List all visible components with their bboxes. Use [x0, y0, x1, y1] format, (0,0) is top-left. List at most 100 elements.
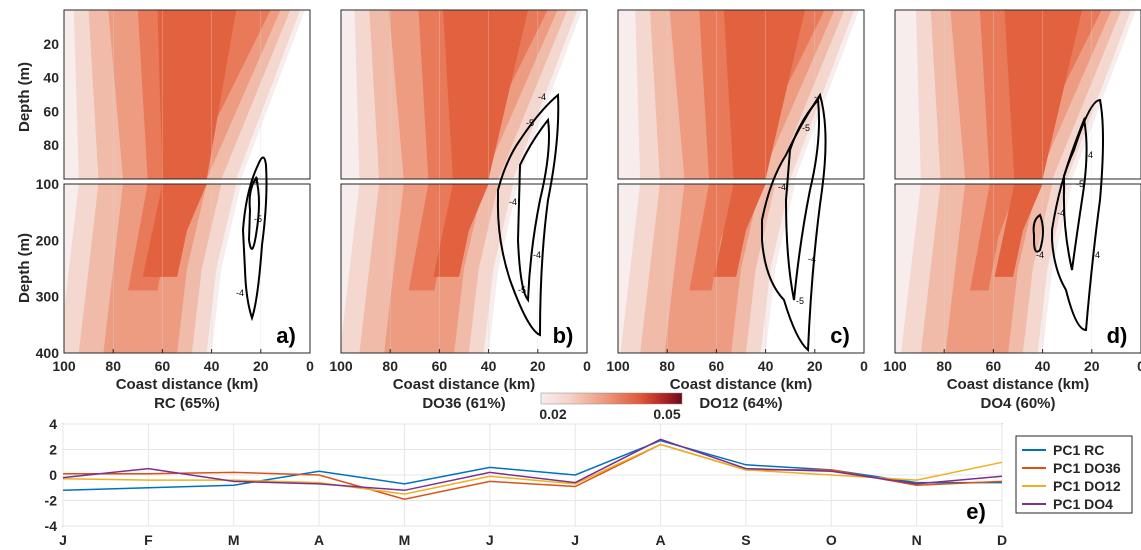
x-tick-label: 0 — [306, 358, 314, 374]
oxygen-contours: -4 -5 -4 -4 -4 — [1032, 98, 1104, 332]
legend-box — [1015, 435, 1133, 514]
shading-band — [713, 184, 766, 277]
timeseries-xtick-label: M — [228, 532, 240, 548]
section-bottom-field — [895, 184, 1141, 353]
contour-label: -4 — [533, 250, 541, 260]
section-panel-3: -4 -5 -4 -4 -5 100 80 60 40 20 0 Coast distance (km… — [606, 9, 868, 412]
legend-items: PC1 RC PC1 DO36 PC1 DO12 PC1 DO4 — [1022, 442, 1121, 512]
y-tick-label: 300 — [36, 289, 60, 305]
section-top-axes-box — [63, 9, 311, 180]
timeseries-xtick-label: O — [826, 532, 837, 548]
section-title: DO4 (60%) — [980, 395, 1055, 412]
x-tick-label: 0 — [860, 358, 868, 374]
contour-label: -4 — [538, 92, 546, 102]
x-tick-label: 100 — [606, 358, 630, 374]
contour-label: -4 — [1036, 250, 1044, 260]
contour-label: -4 — [814, 92, 822, 102]
section-top-axes-box — [617, 9, 865, 180]
section-top-field — [341, 10, 587, 179]
colorbar: 0.02 0.05 — [539, 392, 683, 422]
contour-line — [1051, 98, 1104, 332]
x-tick-label: 40 — [1035, 358, 1051, 374]
section-title: DO36 (61%) — [422, 395, 505, 412]
shading-band — [970, 184, 1018, 291]
x-tick-label: 80 — [936, 358, 952, 374]
contour-line — [241, 156, 268, 322]
y-axis-label-top: Depth (m) — [16, 62, 33, 132]
series-line-pc1-do36 — [63, 443, 1003, 500]
x-tick-label: 80 — [382, 358, 398, 374]
x-axis-label: Coast distance (km) — [947, 376, 1090, 393]
contour-label: -4 — [1092, 250, 1100, 260]
legend-label: PC1 RC — [1053, 442, 1104, 458]
contour-label: -4 — [808, 254, 816, 264]
oxygen-contours: -4 -5 -4 — [236, 156, 268, 322]
shading-band — [433, 184, 489, 277]
x-tick-label: 100 — [52, 358, 76, 374]
timeseries-panel: 4 2 0 -2 -4 J F M A M J J A S O N D e) — [45, 416, 1008, 548]
section-bottom-axes-box — [617, 183, 865, 354]
shading-band — [443, 10, 528, 179]
x-tick-label: 0 — [583, 358, 591, 374]
timeseries-xtick-label: F — [144, 532, 153, 548]
shading-band — [1004, 10, 1082, 179]
y-tick-label: 80 — [43, 137, 59, 153]
y-axis-label-bottom: Depth (m) — [16, 233, 33, 303]
x-tick-label: 20 — [1084, 358, 1100, 374]
contour-label: -4 — [251, 176, 259, 186]
series-line-pc1-do4 — [62, 438, 1003, 492]
x-tick-label: 40 — [758, 358, 774, 374]
contour-line — [761, 92, 827, 353]
timeseries-lines — [62, 438, 1003, 500]
timeseries-yticks: 4 2 0 -2 -4 — [45, 416, 58, 534]
shading-band — [142, 184, 207, 277]
section-top-field — [618, 10, 864, 179]
y-tick-label: 400 — [36, 345, 60, 361]
series-line-pc1-do12 — [62, 443, 1003, 495]
y-tick-label: 100 — [36, 176, 60, 192]
section-top-axes-box — [340, 9, 588, 180]
timeseries-xtick-label: J — [571, 532, 579, 548]
oxygen-contours: -4 -5 -4 -4 -5 — [761, 92, 827, 353]
contour-label: -5 — [1076, 179, 1084, 189]
x-tick-label: 60 — [986, 358, 1002, 374]
x-axis-label: Coast distance (km) — [670, 376, 813, 393]
timeseries-xtick-label: M — [399, 532, 411, 548]
x-axis-label: Coast distance (km) — [393, 376, 536, 393]
colorbar-gradient — [540, 392, 683, 405]
section-bottom-field — [64, 184, 310, 353]
timeseries-ytick-label: -2 — [45, 493, 58, 509]
timeseries-legend: PC1 RC PC1 DO36 PC1 DO12 PC1 DO4 — [1015, 435, 1133, 514]
timeseries-panel-label: e) — [966, 499, 986, 524]
timeseries-xtick-label: J — [59, 532, 67, 548]
legend-label: PC1 DO4 — [1053, 496, 1113, 512]
section-bottom-field — [341, 184, 587, 353]
x-tick-label: 80 — [659, 358, 675, 374]
timeseries-xtick-label: S — [741, 532, 750, 548]
x-tick-label: 60 — [432, 358, 448, 374]
section-y-axis: 20 40 60 80 100 200 300 400 Depth (m) Depth (m) — [16, 36, 59, 361]
contour-label: -4 — [509, 197, 517, 207]
timeseries-xtick-label: A — [314, 532, 324, 548]
oxygen-contours: -4 -5 -4 -4 -5 — [496, 92, 560, 337]
x-tick-label: 20 — [253, 358, 269, 374]
x-tick-label: 40 — [204, 358, 220, 374]
x-tick-label: 100 — [883, 358, 907, 374]
contour-line — [516, 117, 550, 303]
x-tick-label: 100 — [329, 358, 353, 374]
x-tick-label: 40 — [481, 358, 497, 374]
contour-line — [1032, 213, 1044, 253]
shading-band — [157, 10, 237, 179]
timeseries-ytick-label: 4 — [49, 416, 57, 432]
contour-label: -5 — [526, 118, 534, 128]
contour-line — [247, 175, 260, 250]
timeseries-xtick-label: A — [655, 532, 665, 548]
x-tick-label: 0 — [1137, 358, 1141, 374]
y-tick-label: 200 — [36, 232, 60, 248]
shading-band — [994, 184, 1043, 277]
timeseries-xtick-label: N — [912, 532, 922, 548]
section-title: RC (65%) — [154, 395, 220, 412]
